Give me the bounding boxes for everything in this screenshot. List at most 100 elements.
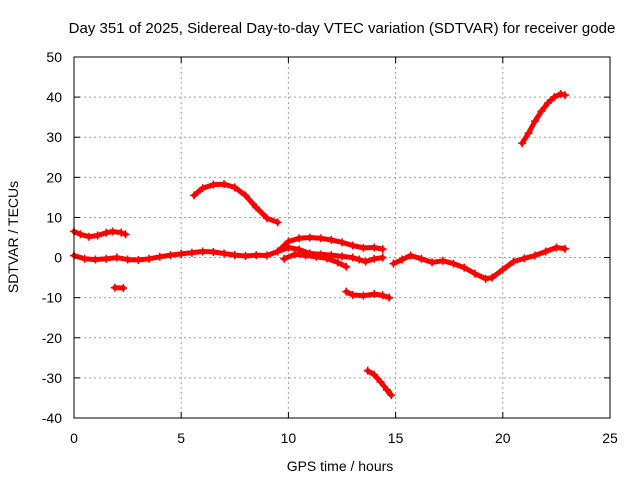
data-point-marker [198,247,207,256]
data-point-marker [305,233,314,242]
data-point-marker [187,248,196,257]
data-point-marker [417,254,426,263]
x-tick-label: 0 [70,430,78,446]
data-point-marker [80,254,89,263]
data-point-marker [348,241,357,250]
data-point-marker [370,370,379,379]
data-point-marker [262,214,271,223]
series-arc-upper-band [273,233,387,256]
data-point-marker [518,139,527,148]
data-point-marker [241,191,250,200]
chart-title: Day 351 of 2025, Sidereal Day-to-day VTE… [69,20,616,37]
data-point-marker [520,254,529,263]
data-point-marker [93,231,102,240]
data-point-marker [541,247,550,256]
y-tick-label: -40 [42,410,62,426]
data-point-marker [230,183,239,192]
data-point-marker [481,274,490,283]
data-point-marker [290,250,299,259]
data-point-marker [428,258,437,267]
data-point-marker [190,191,199,200]
x-tick-label: 25 [602,430,618,446]
y-tick-label: 30 [46,129,62,145]
data-point-marker [361,257,370,266]
data-point-marker [108,227,117,236]
data-point-marker [316,234,325,243]
data-point-marker [342,287,351,296]
data-point-marker [370,290,379,299]
y-tick-label: 40 [46,89,62,105]
data-point-marker [119,284,128,293]
data-point-marker [322,254,331,263]
y-axis-label: SDTVAR / TECUs [5,181,21,293]
y-tick-label: 0 [54,250,62,266]
y-tick-label: -30 [42,370,62,386]
series-arc-evening [389,243,569,283]
data-point-marker [230,251,239,260]
data-point-marker [312,252,321,261]
x-tick-label: 5 [177,430,185,446]
data-point-marker [273,218,282,227]
data-point-marker [252,203,261,212]
data-point-marker [376,377,385,386]
data-point-marker [363,366,372,375]
data-point-marker [155,252,164,261]
data-point-marker [460,263,469,272]
data-point-marker [209,180,218,189]
data-point-marker [121,230,130,239]
data-point-marker [348,253,357,262]
y-tick-label: 50 [46,49,62,65]
x-tick-label: 15 [388,430,404,446]
data-point-marker [438,256,447,265]
data-point-marker [378,291,387,300]
series-line [391,245,568,282]
data-point-marker [91,255,100,264]
data-points [70,89,569,400]
data-point-marker [378,245,387,254]
y-tick-label: 20 [46,169,62,185]
data-point-marker [102,228,111,237]
grid-lines [74,57,610,418]
data-point-marker [117,228,126,237]
data-point-marker [530,251,539,260]
data-point-marker [327,235,336,244]
data-point-marker [556,89,565,98]
data-point-marker [284,237,293,246]
data-point-marker [333,258,342,267]
y-tick-label: -10 [42,290,62,306]
data-point-marker [537,107,546,116]
axis-ticks: 0 5 10 15 20 25 -40 -30 -20 -10 0 10 20 30 40 50 [42,49,618,446]
data-point-marker [543,99,552,108]
plot-frame [73,56,611,419]
data-point-marker [110,283,119,292]
data-point-marker [370,254,379,263]
data-point-marker [123,255,132,264]
data-point-marker [301,251,310,260]
data-point-marker [488,273,497,282]
data-point-marker [338,252,346,261]
data-point-marker [449,259,458,268]
data-point-marker [470,269,479,278]
series-arc-late-rise [518,89,569,148]
data-point-marker [76,230,85,239]
series-arc-short-low [110,283,128,293]
data-point-marker [355,255,364,264]
data-point-marker [383,385,392,394]
x-tick-label: 10 [281,430,297,446]
data-point-marker [177,249,186,258]
data-point-marker [560,91,569,100]
data-point-marker [398,255,407,264]
data-point-marker [342,262,351,271]
data-point-marker [370,243,379,252]
data-point-marker [509,257,518,266]
data-point-marker [338,238,346,247]
data-point-marker [145,254,154,263]
data-point-marker [220,249,229,258]
data-point-marker [498,265,507,274]
data-point-marker [387,391,396,400]
data-point-marker [295,234,304,243]
data-point-marker [273,247,282,256]
series-arc-midday-hump [190,180,282,227]
data-point-marker [134,255,143,264]
